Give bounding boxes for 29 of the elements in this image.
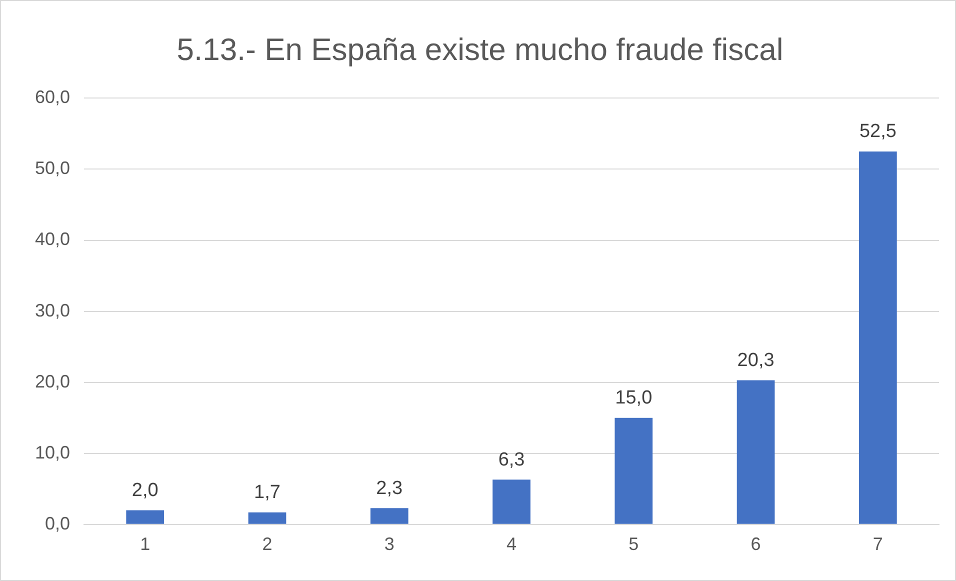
bar: [248, 512, 286, 524]
x-tick-label: 1: [140, 534, 150, 554]
y-tick-label: 10,0: [34, 442, 70, 462]
data-label: 52,5: [859, 121, 896, 142]
bar: [859, 151, 897, 524]
data-label: 6,3: [498, 449, 525, 470]
y-tick-label: 40,0: [34, 229, 70, 250]
x-tick-label: 7: [872, 534, 883, 554]
y-tick-label: 60,0: [34, 87, 70, 108]
data-label: 20,3: [737, 350, 774, 371]
chart-title: 5.13.- En España existe mucho fraude fiscal: [176, 32, 784, 68]
y-tick-label: 30,0: [34, 300, 70, 320]
bar: [492, 480, 530, 524]
y-tick-label: 50,0: [34, 158, 70, 178]
bar: [736, 380, 775, 524]
x-tick-label: 4: [506, 534, 517, 554]
x-tick-label: 2: [262, 534, 272, 554]
y-tick-label: 20,0: [34, 371, 70, 392]
data-label: 15,0: [615, 388, 652, 409]
bar: [126, 510, 164, 524]
bar: [370, 508, 408, 524]
data-label: 1,7: [254, 482, 280, 504]
x-tick-label: 6: [750, 534, 761, 554]
bar: [614, 418, 653, 524]
x-tick-label: 5: [628, 534, 639, 554]
data-label: 2,0: [132, 480, 158, 501]
data-label: 2,3: [376, 478, 403, 499]
x-tick-label: 3: [384, 534, 394, 554]
y-tick-label: 0,0: [45, 513, 70, 534]
